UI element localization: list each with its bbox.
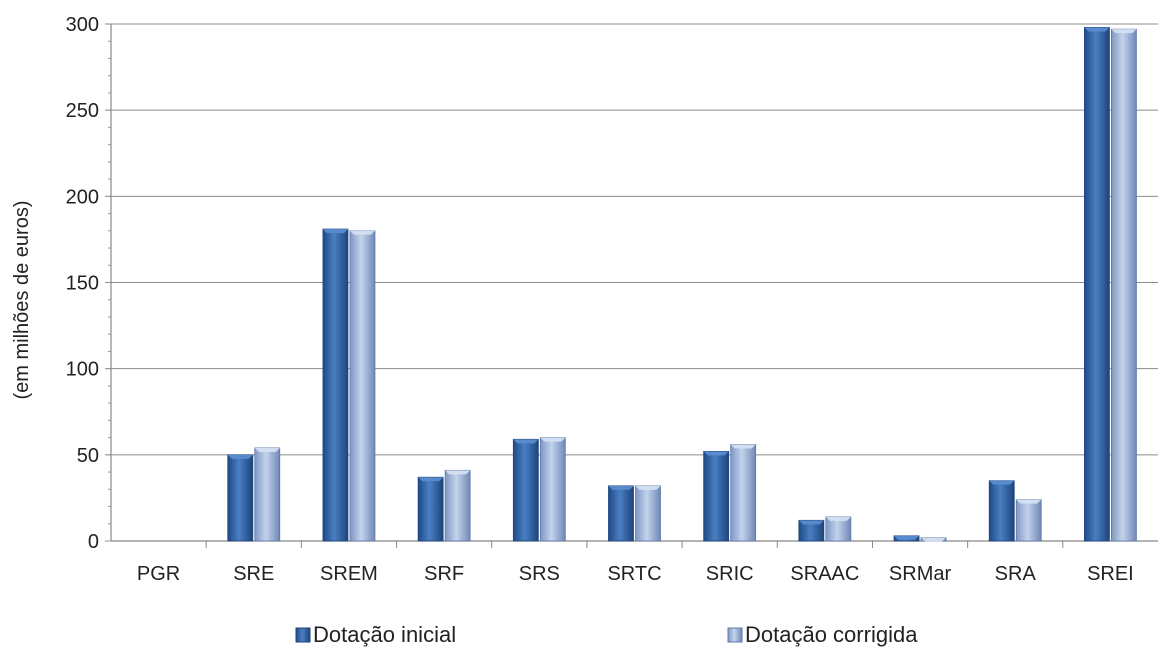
bar-top	[825, 516, 851, 521]
bars	[227, 27, 1137, 542]
x-tick-label: SRTC	[607, 563, 661, 585]
axes	[110, 24, 1158, 542]
legend-label-dotacao-inicial: Dotação inicial	[313, 622, 456, 647]
bar-top	[1016, 499, 1042, 504]
y-tick-label: 0	[88, 531, 99, 553]
x-tick-label: PGR	[137, 563, 180, 585]
x-tick-label: SRE	[233, 563, 274, 585]
y-axis-label: (em milhões de euros)	[11, 201, 33, 400]
bar-top	[894, 535, 920, 540]
bar-top	[921, 537, 947, 542]
bar-top	[798, 520, 824, 525]
bar	[254, 447, 281, 542]
x-tick-label: SREM	[320, 563, 378, 585]
bar	[635, 485, 661, 542]
x-tick-label: SRF	[424, 563, 464, 585]
bar	[730, 444, 757, 542]
x-tick-labels: PGR SRE SREM SRF SRS SRTC SRIC SRAAC SRMar SRA SRE…	[137, 563, 1134, 585]
bar-top	[322, 229, 348, 234]
bar-top	[703, 451, 729, 456]
x-tick-label: SRMar	[889, 563, 952, 585]
y-tick-label: 200	[66, 186, 99, 208]
bar	[539, 437, 566, 542]
y-tick-label: 300	[66, 14, 99, 36]
bar-top	[730, 444, 756, 449]
bar-top	[989, 480, 1015, 485]
bar	[417, 476, 444, 542]
legend-label-dotacao-corrigida: Dotação corrigida	[745, 622, 918, 647]
bar-top	[1111, 29, 1137, 34]
bar-top	[635, 485, 661, 490]
x-tick-label: SRAAC	[790, 563, 859, 585]
y-tick-label: 100	[66, 359, 99, 381]
x-tick-label: SRIC	[706, 563, 754, 585]
bar-top	[254, 447, 280, 452]
bar	[349, 230, 376, 542]
legend-swatch-dotacao-corrigida	[727, 627, 743, 643]
bar	[1111, 28, 1137, 542]
x-tick-label: SRA	[995, 563, 1037, 585]
y-tick-label: 50	[77, 445, 99, 467]
bar-top	[349, 230, 375, 235]
y-tick-label: 250	[66, 100, 99, 122]
bar	[608, 485, 634, 542]
bar	[1015, 499, 1042, 542]
bar-top	[1084, 27, 1110, 32]
bar	[322, 228, 349, 542]
bar	[512, 438, 539, 542]
legend-swatch-dotacao-inicial	[295, 627, 311, 643]
bar-top	[418, 477, 444, 482]
bar	[825, 516, 852, 542]
bar-top	[540, 437, 566, 442]
x-tick-label: SRS	[519, 563, 560, 585]
bar	[227, 454, 254, 542]
legend: Dotação inicial Dotação corrigida	[295, 622, 918, 647]
legend-item-dotacao-inicial: Dotação inicial	[295, 622, 456, 647]
bar	[1084, 27, 1110, 542]
legend-item-dotacao-corrigida: Dotação corrigida	[727, 622, 918, 647]
x-tick-label: SREI	[1087, 563, 1134, 585]
bar-top	[227, 454, 253, 459]
bar	[988, 480, 1015, 542]
y-tick-labels: 0 50 100 150 200 250 300	[66, 14, 99, 553]
bar	[703, 450, 730, 542]
y-tick-label: 150	[66, 273, 99, 295]
bar	[444, 469, 471, 542]
bar-top	[608, 485, 634, 490]
bar-top	[513, 439, 539, 444]
bar-top	[445, 470, 471, 475]
